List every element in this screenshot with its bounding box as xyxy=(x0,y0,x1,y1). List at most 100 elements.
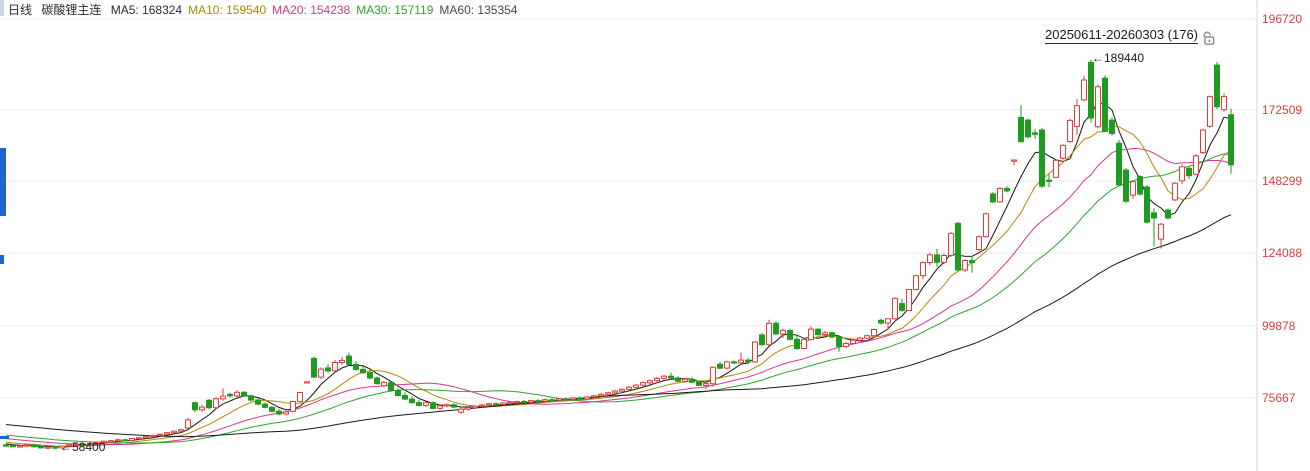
candle-body xyxy=(647,380,653,384)
candle-body xyxy=(1109,119,1115,134)
candle-body xyxy=(808,328,814,341)
candle-body xyxy=(493,403,499,406)
candle-body xyxy=(654,377,660,382)
candle-body xyxy=(248,395,254,401)
candle-body xyxy=(857,337,863,341)
candle-body xyxy=(164,432,170,435)
candle-body xyxy=(1186,167,1192,177)
candle-body xyxy=(815,328,821,336)
candle-body xyxy=(1025,119,1031,138)
candle-body xyxy=(360,368,366,374)
ma-legend-item-4: MA60: 135354 xyxy=(439,3,518,17)
candle-body xyxy=(542,399,548,402)
candle-body xyxy=(486,403,492,406)
candle-body xyxy=(101,440,107,443)
candle-body xyxy=(1046,179,1052,182)
candle-body xyxy=(675,377,681,382)
candle-body xyxy=(514,401,520,404)
candle-body xyxy=(304,381,310,384)
candle-body xyxy=(612,390,618,394)
candle-body xyxy=(458,408,464,413)
instrument-name[interactable]: 碳酸锂主连 xyxy=(41,3,102,17)
candle-body xyxy=(766,322,772,346)
ma30-line xyxy=(5,153,1232,444)
candle-body xyxy=(668,375,674,379)
ma60-line xyxy=(5,214,1232,438)
ma-legend-item-2: MA20: 154238 xyxy=(272,3,351,17)
candle-body xyxy=(549,399,555,402)
candle-body xyxy=(374,377,380,385)
candle-body xyxy=(1088,61,1094,119)
candle-body xyxy=(584,396,590,400)
candle-body xyxy=(31,444,37,448)
candle-body xyxy=(703,383,709,386)
candle-body xyxy=(780,329,786,335)
candle-body xyxy=(717,363,723,369)
candle-body xyxy=(773,322,779,335)
candle-body xyxy=(388,381,394,391)
candle-body xyxy=(1102,77,1108,132)
candle-body xyxy=(941,255,947,263)
candle-body xyxy=(661,375,667,379)
candle-body xyxy=(157,433,163,436)
candle-body xyxy=(66,444,72,447)
candle-body xyxy=(990,193,996,203)
candle-body xyxy=(1207,96,1213,127)
candle-body xyxy=(906,288,912,311)
axis-tick-label: 124088 xyxy=(1262,246,1303,260)
candle-body xyxy=(1032,132,1038,135)
candle-body xyxy=(983,213,989,238)
candle-body xyxy=(381,381,387,387)
candle-body xyxy=(451,404,457,408)
candle-body xyxy=(73,443,79,446)
candle-body xyxy=(1074,105,1080,127)
candle-body xyxy=(402,395,408,400)
candle-body xyxy=(255,399,261,405)
candle-body xyxy=(535,400,541,403)
candle-body xyxy=(976,236,982,250)
candle-body xyxy=(591,395,597,398)
candle-body xyxy=(59,445,65,449)
peak-price-annotation: ←189440 xyxy=(1092,51,1145,65)
candle-body xyxy=(850,339,856,345)
candle-body xyxy=(220,395,226,400)
candle-body xyxy=(318,368,324,378)
candle-body xyxy=(52,446,58,449)
candle-body xyxy=(213,398,219,409)
candle-body xyxy=(94,441,100,444)
candle-body xyxy=(563,398,569,401)
candle-body xyxy=(934,254,940,263)
candle-body xyxy=(24,444,30,447)
candle-body xyxy=(346,355,352,365)
axis-tick-label: 99878 xyxy=(1262,319,1296,333)
chart-header: 日线 碳酸锂主连 MA5: 168324 MA10: 159540 MA20: 15… xyxy=(8,3,529,19)
candle-body xyxy=(1095,86,1101,128)
unlock-icon[interactable] xyxy=(1202,31,1216,46)
candle-body xyxy=(311,357,317,378)
date-range-link[interactable]: 20250611-20260303 (176) xyxy=(1045,27,1199,44)
candle-body xyxy=(423,402,429,406)
candle-body xyxy=(1116,142,1122,186)
candle-body xyxy=(1137,176,1143,195)
candle-body xyxy=(395,390,401,397)
candle-body xyxy=(1130,181,1136,196)
candle-body xyxy=(745,359,751,363)
cutoff-ui-fragment xyxy=(0,436,9,439)
candle-body xyxy=(1221,96,1227,111)
candle-body xyxy=(682,378,688,382)
ma20-line xyxy=(5,147,1232,446)
candle-body xyxy=(269,406,275,412)
candle-body xyxy=(17,445,23,448)
candle-body xyxy=(290,401,296,412)
candle-body xyxy=(521,401,527,404)
candle-body xyxy=(500,402,506,405)
candle-body xyxy=(283,411,289,415)
candle-body xyxy=(1158,223,1164,240)
candle-body xyxy=(1193,155,1199,175)
candle-body xyxy=(969,260,975,264)
candle-body xyxy=(472,405,478,409)
candle-body xyxy=(430,402,436,409)
candle-body xyxy=(997,188,1003,203)
